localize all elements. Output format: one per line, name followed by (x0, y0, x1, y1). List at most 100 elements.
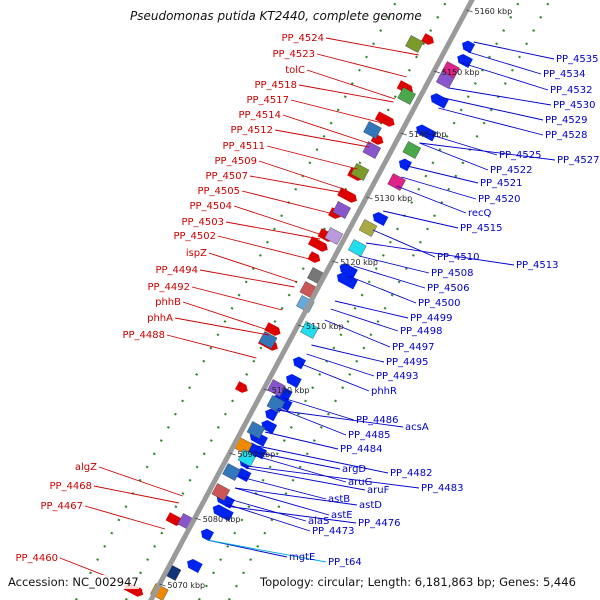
kbp-marker: 5100 kbp (272, 386, 310, 395)
gene-arrow (457, 53, 473, 68)
kbp-tick (229, 452, 236, 456)
gene-box (258, 331, 278, 349)
left-gene-label: PP_4504 (189, 201, 232, 212)
left-leader-line (225, 221, 321, 240)
gene-feature (332, 201, 351, 219)
gene-feature (348, 239, 367, 257)
left-leader-line (233, 205, 323, 236)
left-leader-line (166, 334, 257, 359)
gene-arrow (265, 408, 279, 422)
right-gene-label: PP_4483 (421, 483, 464, 494)
gene-feature (266, 395, 286, 413)
ruler-track-1 (124, 0, 449, 600)
right-gene-label: PP_4515 (460, 223, 503, 234)
gene-arrow (339, 263, 358, 279)
left-leader-line (325, 37, 419, 56)
right-gene-label: PP_4522 (490, 165, 533, 176)
gene-feature (402, 141, 422, 159)
right-leader-line (372, 229, 436, 258)
left-gene-label: tolC (285, 65, 305, 76)
gene-feature (324, 227, 344, 245)
left-gene-label: PP_4468 (49, 481, 92, 492)
left-leader-line (274, 129, 370, 148)
gene-feature (264, 322, 281, 336)
gene-feature (293, 356, 306, 370)
gene-feature (165, 512, 182, 526)
gene-feature (405, 35, 424, 53)
gene-feature (212, 504, 234, 522)
kbp-tick (297, 324, 305, 328)
right-gene-label: PP_4506 (427, 283, 470, 294)
kbp-marker: 5110 kbp (306, 322, 344, 331)
gene-arrow (337, 187, 357, 203)
left-leader-line (84, 505, 166, 530)
gene-arrow (212, 504, 234, 522)
gene-arrow (261, 419, 278, 434)
gene-arrow (307, 251, 321, 263)
left-gene-label: PP_4492 (147, 282, 190, 293)
right-leader-line (277, 407, 347, 436)
right-leader-line (306, 353, 375, 377)
right-gene-label: PP_4510 (437, 252, 480, 263)
topology-text: Topology: circular; Length: 6,181,863 bp… (260, 575, 576, 589)
gene-box (358, 219, 378, 237)
left-leader-line (174, 317, 269, 336)
right-leader-line (448, 87, 552, 106)
right-leader-line (358, 255, 430, 274)
left-leader-line (249, 175, 345, 194)
left-gene-label: phhA (147, 313, 173, 324)
gene-box (397, 87, 416, 105)
kbp-tick (194, 517, 201, 521)
right-gene-label: PP_4493 (376, 371, 419, 382)
right-leader-line (383, 210, 459, 229)
right-gene-label: PP_4530 (553, 100, 596, 111)
gene-box (350, 163, 370, 181)
left-leader-line (98, 466, 183, 497)
right-leader-line (330, 308, 399, 332)
gene-box (363, 121, 382, 139)
right-gene-label: PP_4527 (557, 155, 600, 166)
kbp-marker: 5160 kbp (475, 7, 513, 16)
kbp-tick (159, 583, 166, 587)
left-gene-label: PP_4505 (197, 186, 240, 197)
gene-box (402, 141, 422, 159)
gene-arrow (293, 356, 306, 370)
ruler-track-3 (227, 0, 552, 600)
right-gene-label: PP_4529 (545, 115, 588, 126)
right-leader-line (419, 142, 556, 161)
gene-arrow (430, 93, 449, 109)
left-gene-label: PP_4507 (205, 171, 248, 182)
gene-arrow (336, 272, 358, 290)
kbp-marker: 5070 kbp (167, 581, 205, 590)
left-gene-label: PP_4524 (281, 33, 324, 44)
right-leader-line (334, 300, 409, 319)
gene-arrow (462, 40, 476, 54)
right-gene-label: PP_4535 (556, 54, 599, 65)
gene-arrow (165, 512, 182, 526)
left-gene-label: phhB (155, 297, 181, 308)
left-gene-label: PP_4467 (40, 501, 83, 512)
right-gene-label: PP_4482 (390, 468, 433, 479)
right-leader-line (257, 445, 389, 474)
right-gene-label: PP_4513 (516, 260, 559, 271)
gene-feature (187, 558, 203, 573)
right-leader-line (234, 487, 358, 506)
right-leader-line (324, 319, 391, 348)
gene-feature (246, 421, 266, 439)
right-gene-label: aruF (367, 485, 390, 496)
right-leader-line (207, 539, 327, 563)
kbp-tick (263, 388, 270, 392)
right-gene-label: mgtE (289, 552, 315, 563)
left-leader-line (306, 69, 396, 100)
right-gene-label: PP_4484 (340, 444, 383, 455)
gene-feature (430, 93, 449, 109)
left-leader-line (266, 145, 358, 170)
gene-box (405, 35, 424, 53)
left-gene-label: PP_4511 (222, 141, 265, 152)
right-gene-label: PP_4534 (543, 69, 586, 80)
right-gene-label: PP_4532 (550, 85, 593, 96)
gene-arrow (372, 211, 389, 226)
gene-feature (358, 219, 378, 237)
right-leader-line (282, 397, 355, 421)
right-gene-label: argD (342, 464, 366, 475)
